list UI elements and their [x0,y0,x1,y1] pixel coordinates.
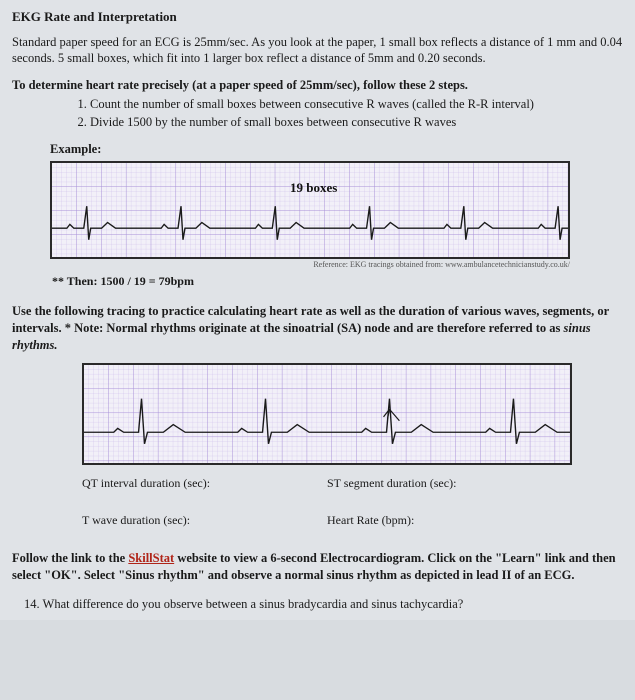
step-1: Count the number of small boxes between … [90,96,623,113]
boxes-label: 19 boxes [290,179,337,197]
field-qt: QT interval duration (sec): [82,475,327,491]
example-block: Example: 19 boxes Reference: EKG traci [50,141,623,289]
determine-block: To determine heart rate precisely (at a … [12,77,623,131]
practice-paragraph: Use the following tracing to practice ca… [12,303,623,354]
field-hr: Heart Rate (bpm): [327,512,572,528]
page-title: EKG Rate and Interpretation [12,8,623,26]
field-t: T wave duration (sec): [82,512,327,528]
follow-text-a: Follow the link to the [12,551,128,565]
example-label: Example: [50,141,623,158]
intro-paragraph: Standard paper speed for an ECG is 25mm/… [12,34,623,68]
determine-lead: To determine heart rate precisely (at a … [12,78,468,92]
steps-list: Count the number of small boxes between … [50,96,623,131]
measurement-fields: QT interval duration (sec): ST segment d… [82,475,572,527]
ekg-example-svg [52,163,568,257]
ekg-example-chart: 19 boxes [50,161,570,259]
page-root: EKG Rate and Interpretation Standard pap… [0,0,635,620]
question-14: 14. What difference do you observe betwe… [24,596,623,613]
follow-paragraph: Follow the link to the SkillStat website… [12,550,623,584]
ekg-practice-chart [82,363,572,465]
step-2: Divide 1500 by the number of small boxes… [90,114,623,131]
ekg-practice-svg [84,365,570,463]
skillstat-link[interactable]: SkillStat [128,551,174,565]
reference-text: Reference: EKG tracings obtained from: w… [50,260,570,271]
practice-text-a: Use the following tracing to practice ca… [12,304,609,335]
then-calculation: ** Then: 1500 / 19 = 79bpm [52,273,623,289]
field-st: ST segment duration (sec): [327,475,572,491]
